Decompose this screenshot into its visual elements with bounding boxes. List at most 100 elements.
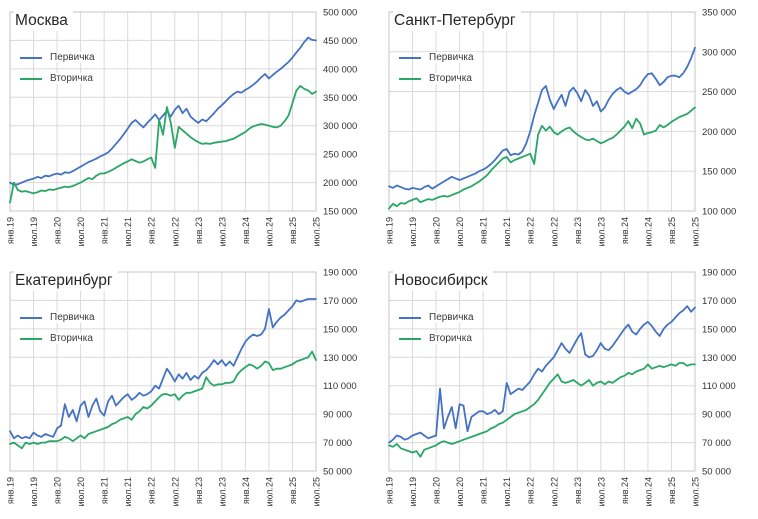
legend-line-swatch-primary — [399, 56, 421, 59]
svg-text:450 000: 450 000 — [323, 36, 357, 47]
line-chart-novosibirsk: янв.19 июл.19 янв.20 июл.20 янв.21 июл.21 янв.… — [385, 268, 737, 507]
legend-item-primary: Первичка — [399, 47, 476, 68]
legend-label-secondary: Вторичка — [427, 333, 474, 344]
chart-panel-saint-petersburg: янв.19 июл.19 янв.20 июл.20 янв.21 июл.21 янв.… — [379, 0, 758, 259]
svg-text:янв.19: янв.19 — [385, 217, 395, 244]
svg-text:июл.21: июл.21 — [123, 477, 133, 506]
svg-text:янв.23: янв.23 — [573, 477, 583, 504]
chart-title: Москва — [14, 11, 73, 31]
svg-text:июл.20: июл.20 — [76, 217, 86, 246]
chart-panel-yekaterinburg: янв.19 июл.19 янв.20 июл.20 янв.21 июл.21 янв.… — [0, 260, 379, 519]
svg-text:350 000: 350 000 — [323, 93, 357, 104]
svg-text:50 000: 50 000 — [702, 467, 731, 478]
svg-text:июл.22: июл.22 — [549, 217, 559, 246]
svg-text:июл.21: июл.21 — [502, 217, 512, 246]
svg-text:500 000: 500 000 — [323, 8, 357, 19]
svg-text:янв.25: янв.25 — [288, 477, 298, 504]
svg-text:июл.24: июл.24 — [264, 217, 274, 246]
svg-text:июл.24: июл.24 — [643, 217, 653, 246]
svg-text:янв.21: янв.21 — [479, 217, 489, 244]
svg-text:июл.21: июл.21 — [502, 477, 512, 506]
svg-text:90 000: 90 000 — [702, 410, 731, 421]
svg-text:150 000: 150 000 — [323, 324, 357, 335]
svg-text:170 000: 170 000 — [323, 296, 357, 307]
svg-text:130 000: 130 000 — [323, 353, 357, 364]
svg-text:150 000: 150 000 — [702, 167, 736, 178]
svg-text:июл.23: июл.23 — [596, 477, 606, 506]
legend-line-swatch-secondary — [20, 337, 42, 340]
svg-text:200 000: 200 000 — [702, 127, 736, 138]
svg-text:июл.24: июл.24 — [643, 477, 653, 506]
chart-panel-moscow: янв.19 июл.19 янв.20 июл.20 янв.21 июл.21 янв.… — [0, 0, 379, 259]
legend-item-secondary: Вторичка — [399, 68, 476, 89]
legend-label-secondary: Вторичка — [48, 73, 95, 84]
svg-text:янв.22: янв.22 — [526, 217, 536, 244]
svg-text:янв.22: янв.22 — [526, 477, 536, 504]
legend-line-swatch-secondary — [20, 77, 42, 80]
legend-label-primary: Первичка — [48, 312, 97, 323]
svg-text:янв.21: янв.21 — [479, 477, 489, 504]
svg-text:янв.25: янв.25 — [667, 477, 677, 504]
svg-text:70 000: 70 000 — [323, 438, 352, 449]
svg-text:июл.19: июл.19 — [408, 217, 418, 246]
svg-text:янв.20: янв.20 — [53, 217, 63, 244]
svg-text:50 000: 50 000 — [323, 467, 352, 478]
svg-text:июл.25: июл.25 — [691, 217, 701, 246]
svg-text:июл.20: июл.20 — [76, 477, 86, 506]
svg-text:130 000: 130 000 — [702, 353, 736, 364]
svg-text:янв.21: янв.21 — [100, 477, 110, 504]
svg-text:июл.20: июл.20 — [455, 477, 465, 506]
svg-text:150 000: 150 000 — [323, 207, 357, 218]
svg-text:250 000: 250 000 — [702, 87, 736, 98]
legend-label-primary: Первичка — [427, 52, 476, 63]
svg-text:июл.23: июл.23 — [217, 477, 227, 506]
svg-text:июл.25: июл.25 — [312, 477, 322, 506]
legend-label-primary: Первичка — [48, 52, 97, 63]
svg-text:янв.21: янв.21 — [100, 217, 110, 244]
svg-text:июл.21: июл.21 — [123, 217, 133, 246]
svg-text:190 000: 190 000 — [323, 268, 357, 279]
svg-text:июл.22: июл.22 — [549, 477, 559, 506]
line-chart-moscow: янв.19 июл.19 янв.20 июл.20 янв.21 июл.21 янв.… — [6, 8, 358, 247]
svg-text:400 000: 400 000 — [323, 64, 357, 75]
svg-text:июл.19: июл.19 — [29, 477, 39, 506]
chart-legend: Первичка Вторичка — [399, 47, 476, 89]
svg-text:300 000: 300 000 — [702, 47, 736, 58]
svg-text:150 000: 150 000 — [702, 324, 736, 335]
legend-line-swatch-primary — [399, 316, 421, 319]
legend-label-primary: Первичка — [427, 312, 476, 323]
legend-line-swatch-primary — [20, 316, 42, 319]
svg-text:янв.20: янв.20 — [432, 477, 442, 504]
svg-text:янв.24: янв.24 — [620, 217, 630, 244]
svg-text:янв.23: янв.23 — [573, 217, 583, 244]
svg-text:янв.22: янв.22 — [147, 477, 157, 504]
svg-text:янв.19: янв.19 — [385, 477, 395, 504]
svg-text:июл.22: июл.22 — [170, 217, 180, 246]
svg-text:янв.19: янв.19 — [6, 217, 16, 244]
legend-label-secondary: Вторичка — [48, 333, 95, 344]
svg-text:июл.25: июл.25 — [312, 217, 322, 246]
line-chart-yekaterinburg: янв.19 июл.19 янв.20 июл.20 янв.21 июл.21 янв.… — [6, 268, 358, 507]
legend-item-primary: Первичка — [20, 47, 97, 68]
chart-title: Екатеринбург — [14, 271, 118, 291]
svg-text:170 000: 170 000 — [702, 296, 736, 307]
legend-label-secondary: Вторичка — [427, 73, 474, 84]
legend-item-primary: Первичка — [20, 307, 97, 328]
chart-legend: Первичка Вторичка — [399, 307, 476, 349]
svg-text:июл.19: июл.19 — [408, 477, 418, 506]
legend-item-secondary: Вторичка — [399, 328, 476, 349]
svg-text:янв.20: янв.20 — [432, 217, 442, 244]
svg-text:июл.24: июл.24 — [264, 477, 274, 506]
chart-legend: Первичка Вторичка — [20, 47, 97, 89]
legend-line-swatch-primary — [20, 56, 42, 59]
svg-text:июл.23: июл.23 — [217, 217, 227, 246]
line-chart-saint-petersburg: янв.19 июл.19 янв.20 июл.20 янв.21 июл.21 янв.… — [385, 8, 737, 247]
svg-text:янв.24: янв.24 — [620, 477, 630, 504]
legend-line-swatch-secondary — [399, 337, 421, 340]
svg-text:90 000: 90 000 — [323, 410, 352, 421]
svg-text:350 000: 350 000 — [702, 8, 736, 19]
svg-text:янв.23: янв.23 — [194, 477, 204, 504]
svg-text:июл.19: июл.19 — [29, 217, 39, 246]
svg-text:70 000: 70 000 — [702, 438, 731, 449]
chart-title: Новосибирск — [393, 271, 493, 291]
